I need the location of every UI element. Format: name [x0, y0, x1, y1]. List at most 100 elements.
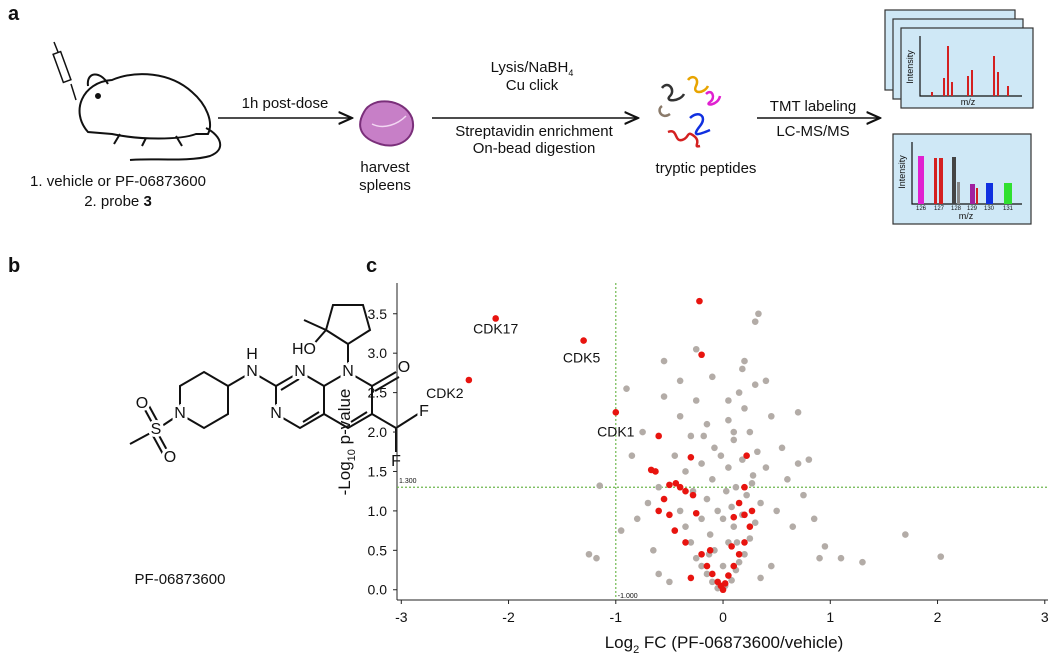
data-point: [655, 432, 662, 440]
data-point: [612, 409, 620, 416]
atom-label: F: [391, 453, 401, 470]
data-point: [492, 315, 499, 322]
data-point: [714, 507, 721, 515]
data-point: [810, 515, 818, 523]
data-point: [676, 483, 684, 491]
data-point: [728, 503, 735, 511]
data-point: [837, 554, 845, 562]
data-point: [682, 487, 689, 495]
data-point: [666, 481, 673, 489]
data-point: [666, 578, 673, 586]
channel-label: 127: [934, 206, 945, 212]
data-point: [711, 444, 718, 452]
arrow-label: On-bead digestion: [473, 140, 596, 157]
y-tick-label: 3.5: [368, 306, 388, 322]
data-point: [730, 436, 738, 444]
atom-label: N: [246, 363, 258, 380]
data-point: [725, 464, 732, 471]
annotation: CDK17: [473, 320, 518, 336]
data-point: [719, 562, 727, 570]
data-point: [628, 452, 636, 459]
subscript: 10: [346, 449, 358, 461]
data-point: [709, 476, 716, 483]
peptides-icon: [658, 75, 722, 148]
data-point: [652, 468, 659, 475]
data-point: [748, 479, 756, 487]
data-point: [746, 523, 754, 530]
data-point: [735, 499, 743, 507]
data-point: [655, 483, 662, 491]
spleen-icon: [359, 100, 415, 147]
syringe-icon: [52, 41, 77, 101]
data-point: [698, 515, 705, 523]
data-point: [739, 365, 746, 373]
data-point: [735, 389, 743, 396]
arrow-label: LC-MS/MS: [776, 123, 849, 140]
data-point: [762, 377, 770, 385]
x-tick-label: 0: [719, 609, 727, 625]
x-axis-label: FC (PF-06873600/vehicle): [639, 633, 843, 652]
data-point: [671, 527, 679, 534]
data-point: [741, 511, 748, 519]
atom-label: H: [246, 346, 258, 363]
arrow-label: TMT labeling: [770, 98, 856, 115]
data-point: [778, 444, 786, 452]
data-point: [698, 562, 705, 570]
arrow-label: 1h post-dose: [242, 95, 329, 112]
data-point: [692, 345, 700, 353]
arrow-label: Lysis/NaBH4: [491, 59, 574, 78]
atom-label: O: [398, 359, 410, 376]
data-point: [741, 357, 748, 365]
subscript: 2: [633, 644, 639, 656]
x-axis-label: Log: [605, 633, 633, 652]
y-tick-label: 3.0: [368, 345, 388, 361]
y-axis-label: -Log: [335, 461, 354, 495]
data-point: [687, 574, 695, 582]
atom-label: O: [136, 395, 148, 412]
data-point: [735, 550, 743, 558]
data-point: [733, 539, 741, 546]
data-point: [937, 553, 945, 560]
data-point: [725, 397, 732, 404]
y-axis-label: -Log10 p-value: [335, 389, 358, 496]
data-point: [800, 491, 807, 499]
data-point: [902, 531, 909, 538]
probe-text: 2. probe: [84, 193, 143, 210]
data-point: [743, 452, 750, 459]
data-point: [709, 373, 716, 381]
data-point: [748, 507, 756, 515]
data-point: [784, 476, 791, 483]
data-point: [730, 428, 738, 436]
data-point: [805, 456, 813, 463]
data-point: [730, 513, 738, 521]
data-point: [655, 570, 662, 578]
annotation: CDK5: [563, 350, 601, 366]
data-point: [703, 562, 711, 570]
y-tick-label: 0.5: [368, 542, 388, 558]
data-point: [698, 460, 705, 467]
channel-label: 128: [951, 206, 962, 212]
x-tick-label: 3: [1041, 609, 1049, 625]
data-point: [639, 428, 646, 436]
threshold-label: 1.300: [399, 478, 417, 485]
data-point: [751, 381, 759, 389]
data-point: [596, 482, 604, 489]
data-point: [725, 572, 732, 579]
y-axis-label: p-value: [335, 389, 354, 449]
data-point: [650, 547, 657, 554]
data-point: [730, 562, 738, 570]
data-point: [709, 570, 716, 578]
data-point: [732, 483, 740, 491]
data-point: [676, 377, 684, 385]
data-point: [660, 357, 668, 365]
data-point: [721, 580, 729, 587]
y-tick-label: 1.0: [368, 503, 388, 519]
data-point: [465, 376, 473, 384]
data-point: [794, 460, 802, 467]
data-point: [682, 539, 689, 546]
channel-label: 130: [984, 206, 995, 212]
data-point: [821, 543, 829, 550]
atom-label: N: [270, 405, 282, 422]
panel-label: c: [366, 255, 377, 277]
